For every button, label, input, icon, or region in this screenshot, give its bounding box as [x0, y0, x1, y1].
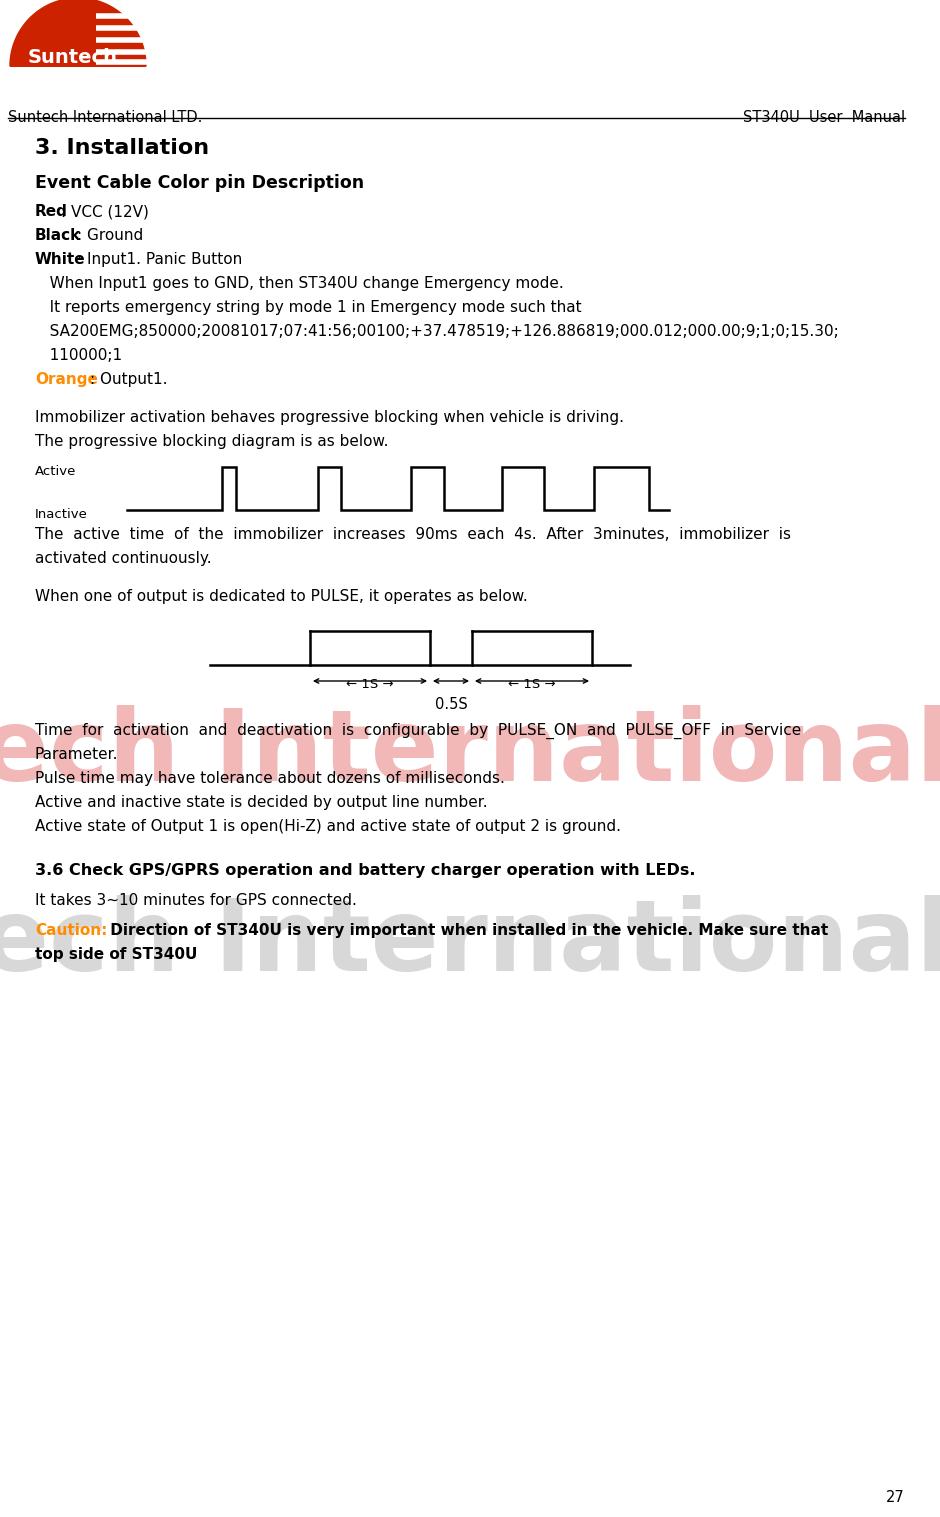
Text: White: White	[35, 252, 86, 267]
Text: : VCC (12V): : VCC (12V)	[61, 203, 149, 218]
Text: ← 1S →: ← 1S →	[346, 678, 394, 692]
Text: top side of ST340U: top side of ST340U	[35, 947, 197, 962]
Text: Red: Red	[35, 203, 68, 218]
Text: 110000;1: 110000;1	[35, 347, 122, 363]
Text: Caution:: Caution:	[35, 922, 107, 938]
Text: 27: 27	[886, 1490, 905, 1505]
Text: : Input1. Panic Button: : Input1. Panic Button	[77, 252, 243, 267]
Text: Suntech International LTD.: Suntech International LTD.	[0, 895, 940, 992]
Text: Time  for  activation  and  deactivation  is  configurable  by  PULSE_ON  and  P: Time for activation and deactivation is …	[35, 724, 801, 739]
Text: Active and inactive state is decided by output line number.: Active and inactive state is decided by …	[35, 795, 488, 810]
Text: It reports emergency string by mode 1 in Emergency mode such that: It reports emergency string by mode 1 in…	[35, 300, 582, 316]
Text: Black: Black	[35, 228, 81, 243]
Text: ← 1S →: ← 1S →	[509, 678, 556, 692]
Text: Direction of ST340U is very important when installed in the vehicle. Make sure t: Direction of ST340U is very important wh…	[105, 922, 828, 938]
Text: : Output1.: : Output1.	[90, 372, 167, 387]
Text: Suntech: Suntech	[28, 49, 118, 67]
Text: Active: Active	[35, 466, 76, 478]
Text: SA200EMG;850000;20081017;07:41:56;00100;+37.478519;+126.886819;000.012;000.00;9;: SA200EMG;850000;20081017;07:41:56;00100;…	[35, 325, 838, 338]
Text: Suntech International LTD.: Suntech International LTD.	[8, 111, 202, 124]
Polygon shape	[10, 0, 146, 67]
Text: Suntech International LTD.: Suntech International LTD.	[0, 704, 940, 801]
Text: Pulse time may have tolerance about dozens of milliseconds.: Pulse time may have tolerance about doze…	[35, 771, 505, 786]
Text: When Input1 goes to GND, then ST340U change Emergency mode.: When Input1 goes to GND, then ST340U cha…	[35, 276, 564, 291]
Text: activated continuously.: activated continuously.	[35, 551, 212, 566]
Text: It takes 3~10 minutes for GPS connected.: It takes 3~10 minutes for GPS connected.	[35, 894, 357, 909]
Text: Event Cable Color pin Description: Event Cable Color pin Description	[35, 174, 364, 193]
Text: Active state of Output 1 is open(Hi-Z) and active state of output 2 is ground.: Active state of Output 1 is open(Hi-Z) a…	[35, 819, 621, 834]
Text: ST340U  User  Manual: ST340U User Manual	[743, 111, 905, 124]
Text: Orange: Orange	[35, 372, 98, 387]
Text: Parameter.: Parameter.	[35, 746, 118, 762]
Text: Inactive: Inactive	[35, 508, 87, 520]
Text: 3. Installation: 3. Installation	[35, 138, 209, 158]
Text: The  active  time  of  the  immobilizer  increases  90ms  each  4s.  After  3min: The active time of the immobilizer incre…	[35, 526, 791, 542]
Text: 0.5S: 0.5S	[434, 696, 467, 711]
Text: The progressive blocking diagram is as below.: The progressive blocking diagram is as b…	[35, 434, 388, 449]
Text: When one of output is dedicated to PULSE, it operates as below.: When one of output is dedicated to PULSE…	[35, 589, 527, 604]
Text: 3.6 Check GPS/GPRS operation and battery charger operation with LEDs.: 3.6 Check GPS/GPRS operation and battery…	[35, 863, 696, 878]
Text: : Ground: : Ground	[77, 228, 143, 243]
Text: Immobilizer activation behaves progressive blocking when vehicle is driving.: Immobilizer activation behaves progressi…	[35, 410, 624, 425]
